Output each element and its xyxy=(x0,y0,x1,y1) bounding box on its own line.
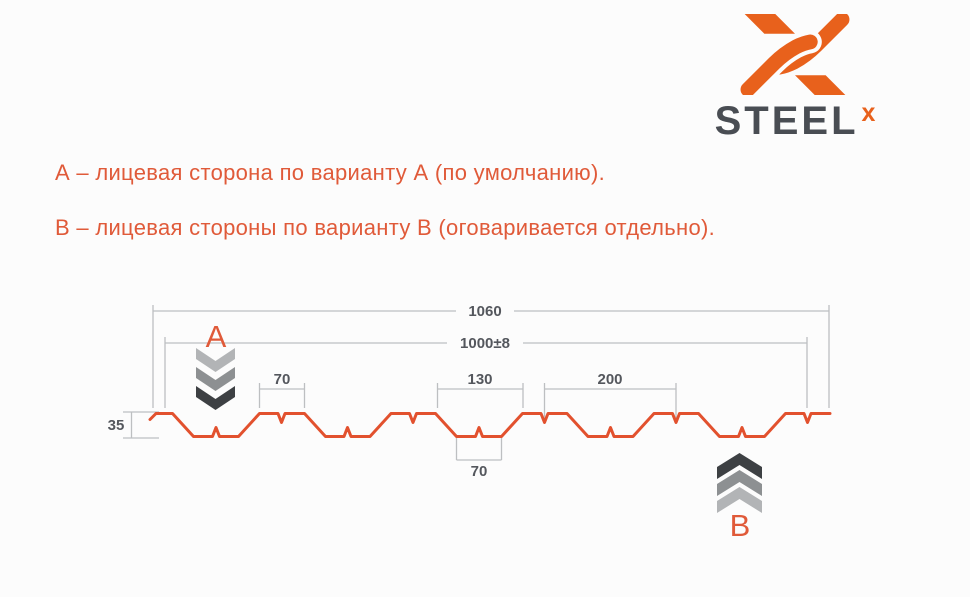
variant-b-label: B xyxy=(730,508,751,543)
logo: STEEL x xyxy=(695,14,895,144)
brand-line: STEEL x xyxy=(695,99,895,144)
logo-wedge-top-left xyxy=(744,14,795,34)
dim-bottom-width: 70 xyxy=(455,438,503,480)
dim-label-overall: 1060 xyxy=(468,303,501,320)
dim-label-crest: 70 xyxy=(274,371,291,388)
dim-overall-width: 1060 xyxy=(152,303,830,408)
dim-valley-span: 130 xyxy=(436,371,524,408)
dim-pitch: 200 xyxy=(543,371,677,421)
brand-sup: x xyxy=(861,99,876,127)
dim-working-width: 1000±8 xyxy=(164,335,808,408)
logo-wedge-bottom-right xyxy=(795,75,846,95)
variant-a-label: A xyxy=(206,319,227,354)
variant-b-chevrons-icon xyxy=(717,453,762,513)
dim-label-bottom: 70 xyxy=(471,463,488,480)
dim-label-valley-span: 130 xyxy=(467,371,492,388)
variant-a-chevrons-icon xyxy=(196,348,235,410)
profile-outline xyxy=(148,412,832,438)
dim-label-working: 1000±8 xyxy=(460,335,510,352)
note-line-b: В – лицевая стороны по варианту В (огова… xyxy=(55,215,716,240)
dim-label-height: 35 xyxy=(108,417,125,434)
logo-hook-lower xyxy=(740,30,822,95)
profile-drawing: 1060 1000±8 70 130 20 xyxy=(108,303,832,543)
dim-height: 35 xyxy=(108,411,159,439)
dim-crest-width: 70 xyxy=(258,371,306,408)
brand-name: STEEL xyxy=(714,99,859,143)
note-line-a: А – лицевая сторона по варианту А (по ум… xyxy=(55,160,605,185)
logo-mark-icon xyxy=(740,14,850,95)
dim-label-pitch: 200 xyxy=(597,371,622,388)
